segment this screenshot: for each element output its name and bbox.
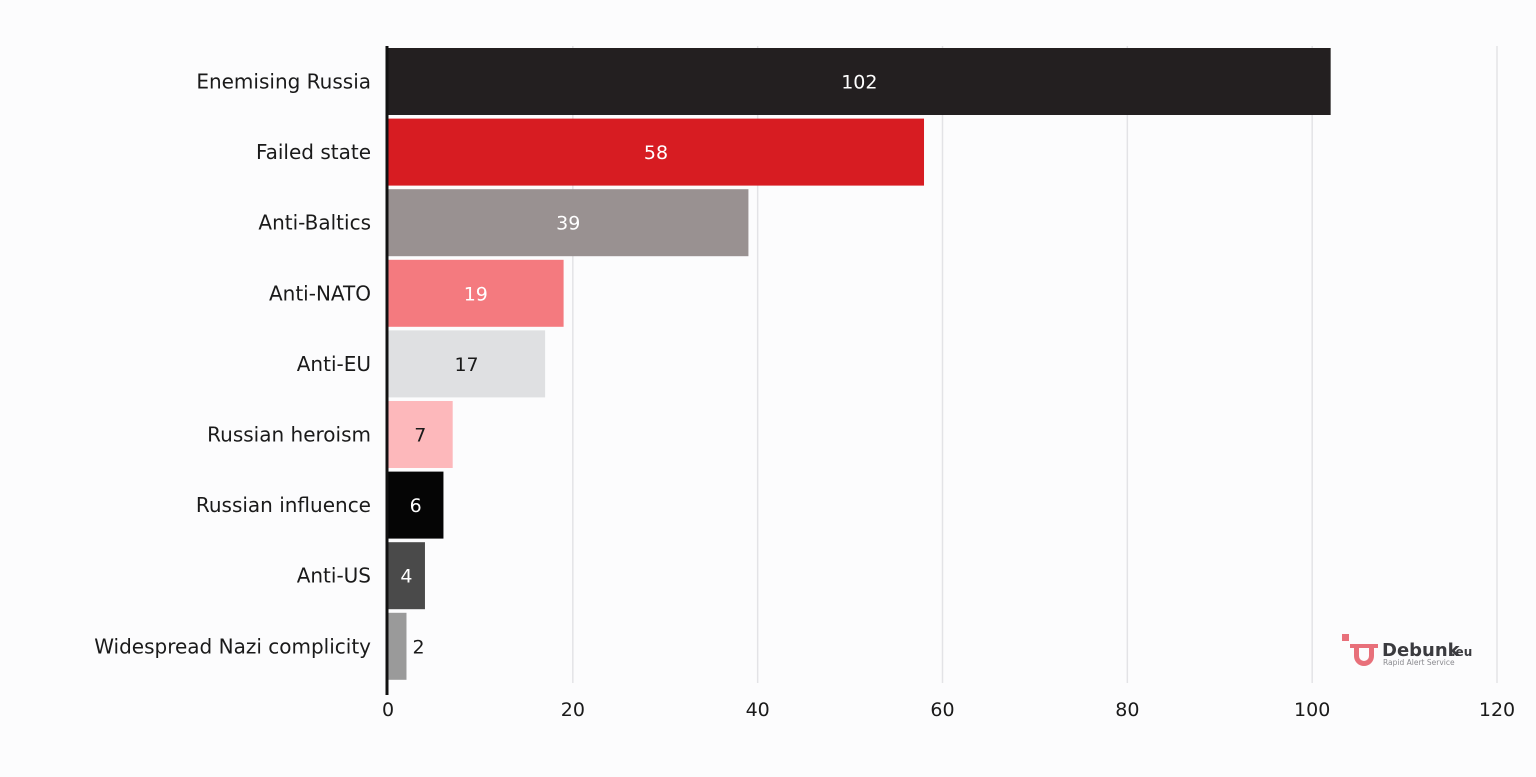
category-label: Anti-NATO <box>269 281 371 305</box>
bar-value-label: 6 <box>410 495 422 517</box>
bar-value-label: 39 <box>556 213 580 235</box>
bar <box>388 189 749 257</box>
bar-value-label: 7 <box>414 425 426 447</box>
bar-value-label: 102 <box>841 72 877 94</box>
bars <box>388 48 1331 680</box>
bar <box>388 542 425 610</box>
category-label: Failed state <box>256 140 371 164</box>
category-label: Enemising Russia <box>196 70 371 94</box>
category-label: Russian heroism <box>207 423 371 447</box>
x-tick-label: 40 <box>746 699 770 721</box>
category-label: Widespread Nazi complicity <box>94 634 371 658</box>
logo-name: Debunk <box>1382 640 1461 661</box>
bar-value-label: 4 <box>400 566 412 588</box>
x-tick-label: 60 <box>930 699 954 721</box>
x-tick-label: 120 <box>1479 699 1515 721</box>
x-tick-label: 20 <box>561 699 585 721</box>
x-tick-label: 100 <box>1294 699 1330 721</box>
x-tick-label: 80 <box>1115 699 1139 721</box>
bar <box>388 259 564 327</box>
bar-value-label: 17 <box>454 354 478 376</box>
x-tick-label: 0 <box>382 699 394 721</box>
debunk-logo: Debunk .eu Rapid Alert Service <box>1342 634 1472 667</box>
category-label: Anti-EU <box>297 352 371 376</box>
bar <box>388 48 1331 115</box>
logo-mark-cup-icon <box>1350 644 1378 666</box>
category-label: Russian influence <box>196 493 371 517</box>
bar <box>388 401 453 468</box>
category-label: Anti-US <box>297 564 371 588</box>
bar <box>388 118 925 186</box>
bar-value-label: 2 <box>412 636 424 658</box>
bar-value-label: 19 <box>464 283 488 305</box>
bar-value-label: 58 <box>644 142 668 164</box>
bar <box>388 612 407 680</box>
category-labels: Enemising Russia Failed state Anti-Baltics… <box>94 70 371 659</box>
logo-tagline: Rapid Alert Service <box>1383 658 1455 667</box>
x-tick-labels: 0 20 40 60 80 100 120 <box>382 699 1515 721</box>
logo-suffix: .eu <box>1451 645 1472 659</box>
category-label: Anti-Baltics <box>258 211 371 235</box>
logo-mark-dot <box>1342 634 1349 641</box>
value-labels: 102 58 39 19 17 7 6 4 2 <box>400 72 877 659</box>
bar <box>388 330 546 398</box>
bar <box>388 471 444 539</box>
